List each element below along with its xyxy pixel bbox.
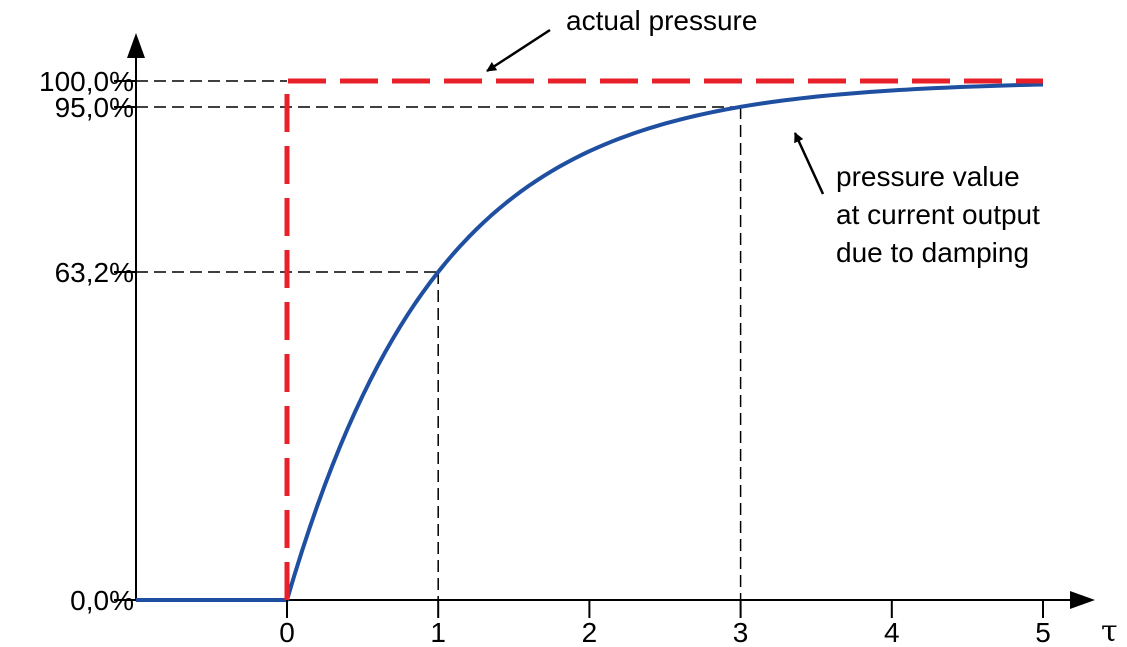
y-tick-label-0: 0,0% [70,585,134,616]
series-layer [135,78,1044,602]
annotation-damped-line-2: at current output [836,199,1040,230]
annotation-damped-line-3: due to damping [836,237,1029,268]
series-line-actual-pressure [284,78,1043,600]
annotation-damped-line-1: pressure value [836,161,1020,192]
x-tick-label-1: 1 [430,617,446,647]
x-tick-label-4: 4 [884,617,900,647]
x-axis-arrowhead [1070,591,1095,609]
y-tick-label-2: 95,0% [55,92,134,123]
annotation-arrow-actual-pressure [486,28,551,73]
x-axis-label: τ [1101,614,1118,647]
series-line-damped-pressure [135,82,1044,602]
y-tick-label-3: 100,0% [39,66,134,97]
reference-guides [136,80,742,600]
y-axis-arrowhead [127,33,145,58]
x-tick-label-3: 3 [733,617,749,647]
x-tick-label-0: 0 [279,617,295,647]
annotation-arrow-damped-pressure [793,132,825,195]
annotation-actual-pressure: actual pressure [566,5,757,36]
y-tick-label-1: 63,2% [55,257,134,288]
x-tick-label-2: 2 [582,617,598,647]
ticks: 0 1 2 3 4 5 0,0% 63,2% 95,0%100,0% [39,66,1051,647]
annotation-damped-pressure: pressure value at current output due to … [836,161,1048,268]
x-tick-label-5: 5 [1035,617,1051,647]
